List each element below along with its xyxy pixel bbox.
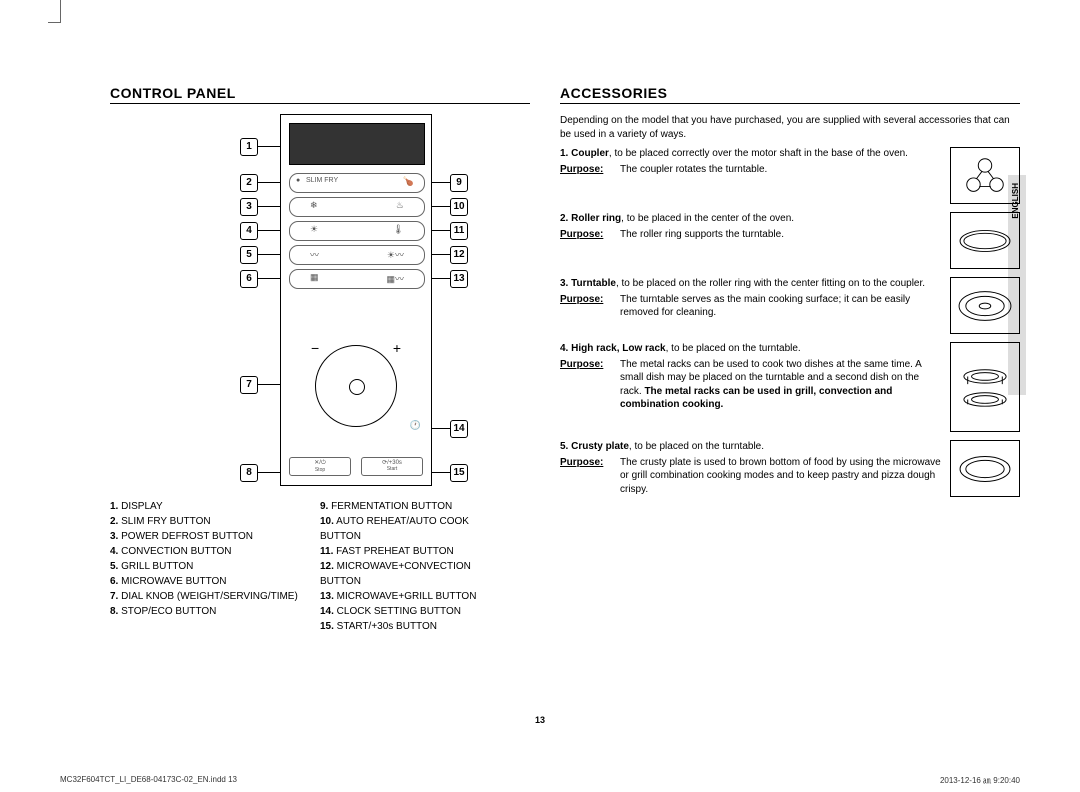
legend-item: 7. DIAL KNOB (WEIGHT/SERVING/TIME) — [110, 589, 300, 604]
callout-12: 12 — [450, 246, 468, 264]
accessory-item: 1. Coupler, to be placed correctly over … — [560, 147, 1020, 204]
legend-item: 5. GRILL BUTTON — [110, 559, 300, 574]
accessory-item: 4. High rack, Low rack, to be placed on … — [560, 342, 1020, 432]
legend-item: 8. STOP/ECO BUTTON — [110, 604, 300, 619]
callout-5: 5 — [240, 246, 258, 264]
callout-2: 2 — [240, 174, 258, 192]
accessory-item: 5. Crusty plate, to be placed on the tur… — [560, 440, 1020, 497]
callout-6: 6 — [240, 270, 258, 288]
accessory-item: 2. Roller ring, to be placed in the cent… — [560, 212, 1020, 269]
display-rect — [289, 123, 425, 165]
legend-item: 14. CLOCK SETTING BUTTON — [320, 604, 510, 619]
callout-11: 11 — [450, 222, 468, 240]
legend-item: 12. MICROWAVE+CONVECTION BUTTON — [320, 559, 510, 589]
footer-timestamp: 2013-12-16 ㏂ 9:20:40 — [940, 775, 1020, 786]
accessory-icon-coupler — [950, 147, 1020, 204]
accessories-intro: Depending on the model that you have pur… — [560, 114, 1020, 141]
legend-item: 11. FAST PREHEAT BUTTON — [320, 544, 510, 559]
accessory-icon-crusty — [950, 440, 1020, 497]
callout-9: 9 — [450, 174, 468, 192]
callout-10: 10 — [450, 198, 468, 216]
accessory-icon-turntable — [950, 277, 1020, 334]
callout-1: 1 — [240, 138, 258, 156]
callout-14: 14 — [450, 420, 468, 438]
page-number: 13 — [535, 715, 545, 725]
callout-13: 13 — [450, 270, 468, 288]
control-panel-legend: 1. DISPLAY2. SLIM FRY BUTTON3. POWER DEF… — [110, 499, 530, 634]
legend-item: 4. CONVECTION BUTTON — [110, 544, 300, 559]
callout-7: 7 — [240, 376, 258, 394]
legend-item: 10. AUTO REHEAT/AUTO COOK BUTTON — [320, 514, 510, 544]
callout-3: 3 — [240, 198, 258, 216]
control-panel-diagram: ●SLIM FRY 🍗 ❄♨ ☀🌡 〰☀〰 ▦▦〰 − + 🕐 ✕/⏻Stop … — [200, 114, 440, 484]
legend-item: 15. START/+30s BUTTON — [320, 619, 510, 634]
accessory-icon-racks — [950, 342, 1020, 432]
legend-item: 9. FERMENTATION BUTTON — [320, 499, 510, 514]
legend-item: 13. MICROWAVE+GRILL BUTTON — [320, 589, 510, 604]
legend-item: 6. MICROWAVE BUTTON — [110, 574, 300, 589]
accessory-icon-ring — [950, 212, 1020, 269]
accessory-item: 3. Turntable, to be placed on the roller… — [560, 277, 1020, 334]
callout-8: 8 — [240, 464, 258, 482]
legend-item: 3. POWER DEFROST BUTTON — [110, 529, 300, 544]
callout-4: 4 — [240, 222, 258, 240]
footer-filename: MC32F604TCT_LI_DE68-04173C-02_EN.indd 13 — [60, 775, 237, 786]
legend-item: 2. SLIM FRY BUTTON — [110, 514, 300, 529]
legend-item: 1. DISPLAY — [110, 499, 300, 514]
callout-15: 15 — [450, 464, 468, 482]
dial-knob — [315, 345, 397, 427]
control-panel-heading: CONTROL PANEL — [110, 85, 530, 104]
accessories-heading: ACCESSORIES — [560, 85, 1020, 104]
